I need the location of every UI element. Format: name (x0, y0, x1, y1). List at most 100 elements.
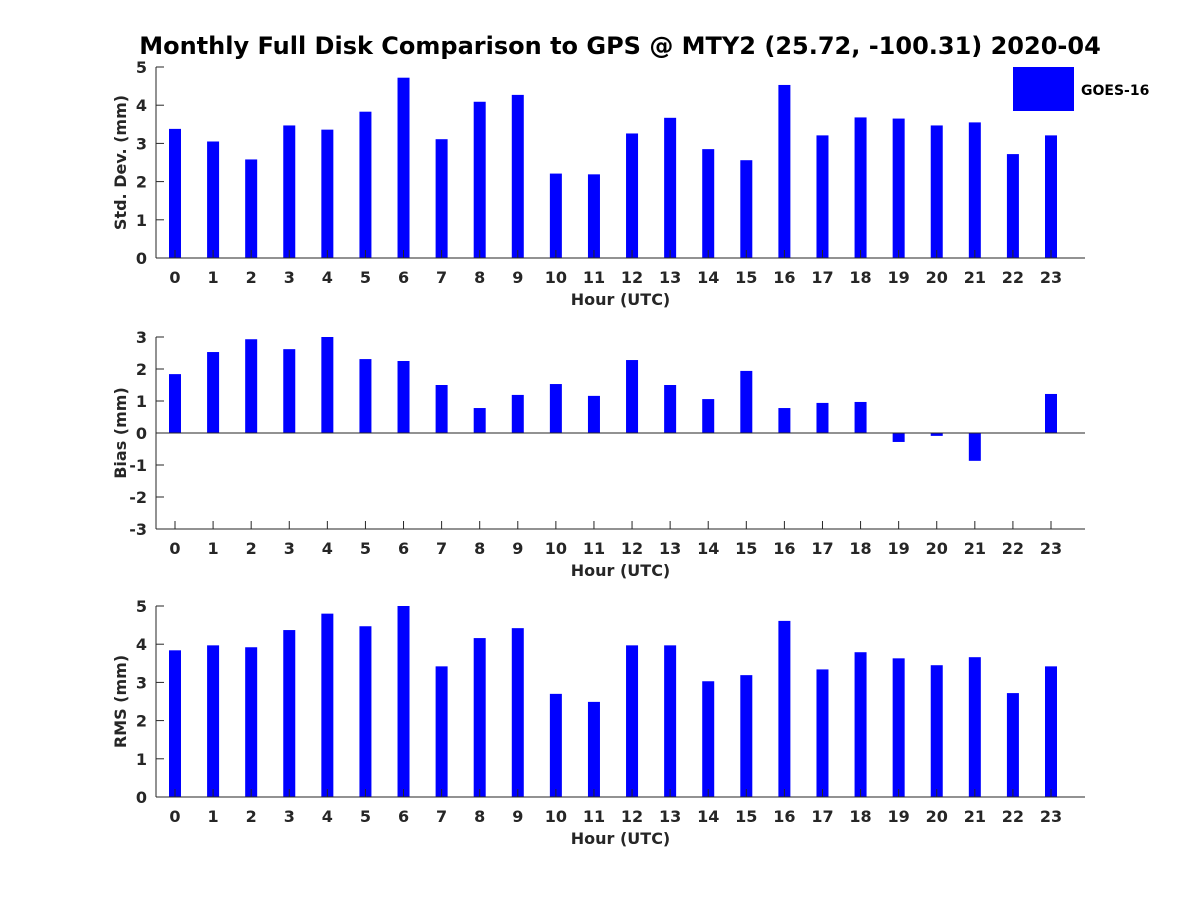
x-tick-label: 12 (621, 539, 643, 558)
x-tick-label: 13 (659, 268, 681, 287)
x-tick-label: 19 (888, 539, 910, 558)
rms-bar (968, 657, 981, 797)
rms-bar (169, 650, 181, 797)
bias-bar (511, 394, 524, 433)
x-tick-label: 6 (398, 539, 409, 558)
x-tick-label: 15 (735, 268, 757, 287)
x-tick-label: 11 (583, 539, 605, 558)
std_dev-bar (169, 128, 181, 258)
std_dev-bar (664, 117, 677, 258)
std_dev-bar (283, 125, 296, 258)
x-tick-label: 5 (360, 539, 371, 558)
x-tick-label: 8 (474, 268, 485, 287)
std_dev-bar (778, 84, 791, 258)
y-tick-label: -1 (129, 456, 147, 475)
x-tick-label: 9 (512, 807, 523, 826)
std_dev-bar (207, 141, 220, 258)
std_dev-bar (968, 122, 981, 258)
x-tick-label: 16 (773, 268, 795, 287)
x-tick-label: 22 (1002, 268, 1024, 287)
y-tick-label: 2 (136, 712, 147, 731)
rms-bar (321, 613, 334, 797)
std_dev-bar (892, 118, 905, 258)
std_dev-bar (1045, 135, 1057, 258)
rms-bar (435, 666, 448, 797)
x-tick-label: 2 (246, 807, 257, 826)
x-tick-label: 21 (964, 539, 986, 558)
x-tick-label: 14 (697, 268, 719, 287)
x-tick-label: 17 (811, 539, 833, 558)
x-tick-label: 6 (398, 807, 409, 826)
x-tick-label: 3 (284, 539, 295, 558)
x-tick-label: 3 (284, 807, 295, 826)
bias-bar (169, 374, 181, 433)
x-tick-label: 19 (888, 268, 910, 287)
x-tick-label: 18 (849, 268, 871, 287)
std_dev-bar (930, 125, 943, 258)
rms-bar (359, 626, 372, 797)
rms-bar (587, 701, 600, 797)
rms-bar (1045, 666, 1057, 797)
bias-bar (587, 395, 600, 433)
figure-title: Monthly Full Disk Comparison to GPS @ MT… (139, 32, 1101, 60)
x-tick-label: 14 (697, 539, 719, 558)
x-tick-label: 1 (208, 268, 219, 287)
y-tick-label: 4 (136, 96, 147, 115)
x-tick-label: 23 (1040, 539, 1062, 558)
bias-bar (473, 408, 486, 433)
x-tick-label: 0 (169, 268, 180, 287)
bias-bar (397, 361, 410, 433)
std_dev-bar (1006, 154, 1019, 258)
x-tick-label: 21 (964, 807, 986, 826)
x-tick-label: 16 (773, 539, 795, 558)
x-tick-label: 8 (474, 539, 485, 558)
std_dev-bar (549, 173, 562, 258)
x-tick-label: 14 (697, 807, 719, 826)
y-tick-label: 0 (136, 249, 147, 268)
y-tick-label: 2 (136, 173, 147, 192)
rms-bar (473, 638, 486, 797)
x-tick-label: 15 (735, 807, 757, 826)
bias-bar (816, 402, 829, 433)
bias-bar (778, 408, 791, 433)
x-tick-label: 9 (512, 268, 523, 287)
y-tick-label: 1 (136, 211, 147, 230)
x-tick-label: 12 (621, 807, 643, 826)
legend-label: GOES-16 (1081, 83, 1149, 99)
x-tick-label: 8 (474, 807, 485, 826)
x-tick-label: 16 (773, 807, 795, 826)
x-tick-label: 13 (659, 539, 681, 558)
x-tick-label: 18 (849, 539, 871, 558)
std_dev-bar (740, 160, 753, 258)
bias-bar (892, 433, 905, 442)
y-tick-label: 2 (136, 360, 147, 379)
bias-bar (549, 384, 562, 433)
std_dev-bar (397, 77, 410, 258)
y-tick-label: 0 (136, 788, 147, 807)
x-tick-label: 7 (436, 539, 447, 558)
rms-bar (1006, 693, 1019, 797)
x-tick-label: 7 (436, 807, 447, 826)
rms-bar (740, 675, 753, 797)
std_dev-bar (511, 94, 524, 258)
x-tick-label: 2 (246, 539, 257, 558)
y-axis-label: RMS (mm) (111, 655, 130, 748)
rms-bar (816, 669, 829, 797)
x-tick-label: 21 (964, 268, 986, 287)
rms-bar (549, 693, 562, 797)
rms-bar (702, 681, 715, 797)
x-tick-label: 22 (1002, 539, 1024, 558)
bias-bar (968, 433, 981, 461)
y-axis-label: Std. Dev. (mm) (111, 95, 130, 230)
x-tick-label: 3 (284, 268, 295, 287)
bias-bar (435, 385, 448, 433)
y-tick-label: 3 (136, 134, 147, 153)
x-tick-label: 19 (888, 807, 910, 826)
std_dev-bar (626, 133, 639, 258)
y-tick-label: 3 (136, 328, 147, 347)
y-tick-label: 3 (136, 673, 147, 692)
rms-bar (397, 606, 410, 797)
rms-bar (283, 630, 296, 797)
